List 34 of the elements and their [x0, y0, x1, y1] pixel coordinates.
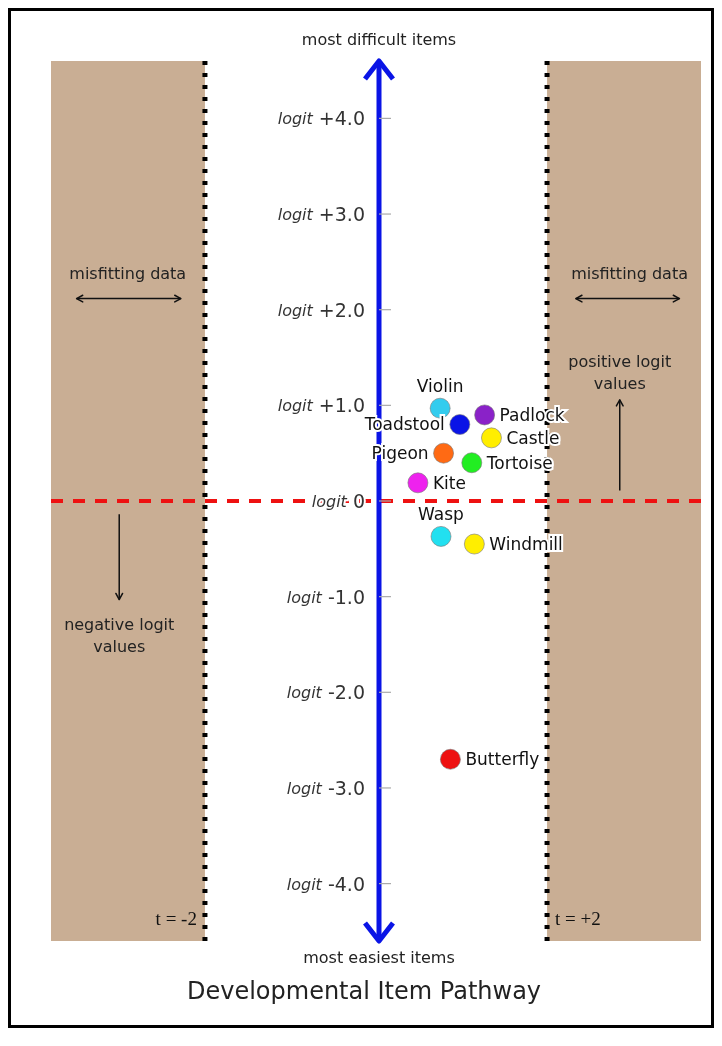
series-label: Kite [432, 472, 466, 493]
y-tick-label: logit -3.0 [286, 776, 365, 799]
annotation: negative logit values [63, 613, 176, 658]
y-tick-label: logit +1.0 [277, 394, 365, 417]
point [464, 533, 485, 555]
y-tick-label: logit -2.0 [286, 681, 365, 704]
series-label: Violin [416, 376, 464, 397]
point [461, 452, 483, 474]
annotation: misfitting data [570, 263, 689, 286]
series-label: Wasp [418, 504, 464, 525]
point [433, 442, 454, 464]
y-tick-label: logit -4.0 [286, 872, 365, 895]
y-tick-label: logit +2.0 [277, 298, 365, 321]
ref-line-label: t = +2 [555, 908, 601, 929]
y-tick-label: logit -1.0 [286, 585, 365, 608]
text: most difficult items [300, 29, 458, 51]
y-tick-label: logit +4.0 [277, 107, 365, 130]
point [481, 427, 502, 449]
point [407, 472, 429, 494]
point [430, 526, 452, 547]
series-label: Windmill [489, 534, 563, 555]
point [440, 748, 461, 770]
annotation: positive logit values [567, 351, 673, 396]
text: most easiest items [302, 947, 456, 969]
annotation: misfitting data [68, 263, 188, 286]
series-label: Castle [506, 427, 560, 448]
series-label: Padlock [499, 404, 565, 425]
series-label: Butterfly [465, 749, 540, 770]
ref-line-label: t = -2 [155, 908, 197, 929]
text: Developmental Item Pathway [185, 977, 543, 1005]
series-label: Tortoise [485, 452, 553, 473]
point [474, 404, 495, 426]
y-tick-label: logit +3.0 [277, 203, 365, 226]
point [449, 414, 471, 435]
